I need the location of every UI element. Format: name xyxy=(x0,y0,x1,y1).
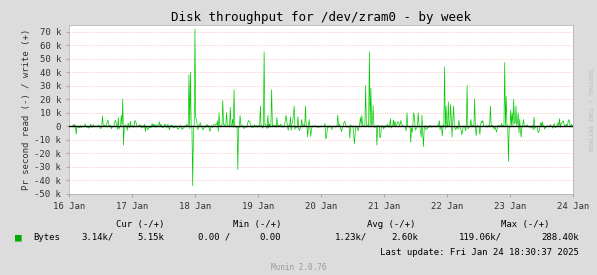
Text: Cur (-/+): Cur (-/+) xyxy=(116,220,165,229)
Text: RRDTOOL / TOBI OETIKER: RRDTOOL / TOBI OETIKER xyxy=(588,69,593,151)
Y-axis label: Pr second read (-) / write (+): Pr second read (-) / write (+) xyxy=(22,29,32,190)
Text: Last update: Fri Jan 24 18:30:37 2025: Last update: Fri Jan 24 18:30:37 2025 xyxy=(380,248,579,257)
Text: Munin 2.0.76: Munin 2.0.76 xyxy=(271,263,326,272)
Text: Bytes: Bytes xyxy=(33,233,60,241)
Text: 119.06k/: 119.06k/ xyxy=(458,233,501,241)
Text: 2.60k: 2.60k xyxy=(391,233,418,241)
Title: Disk throughput for /dev/zram0 - by week: Disk throughput for /dev/zram0 - by week xyxy=(171,10,471,24)
Text: Min (-/+): Min (-/+) xyxy=(232,220,281,229)
Text: 0.00 /: 0.00 / xyxy=(198,233,230,241)
Text: 5.15k: 5.15k xyxy=(137,233,164,241)
Text: 1.23k/: 1.23k/ xyxy=(335,233,367,241)
Text: 3.14k/: 3.14k/ xyxy=(81,233,113,241)
Text: Avg (-/+): Avg (-/+) xyxy=(367,220,416,229)
Text: ■: ■ xyxy=(15,232,21,242)
Text: 0.00: 0.00 xyxy=(259,233,281,241)
Text: 288.40k: 288.40k xyxy=(541,233,579,241)
Text: Max (-/+): Max (-/+) xyxy=(501,220,550,229)
